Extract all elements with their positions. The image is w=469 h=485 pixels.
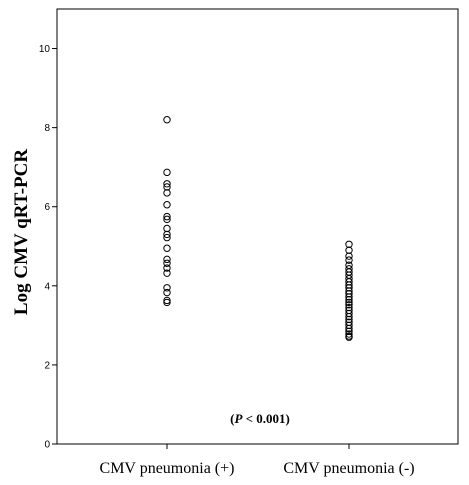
y-tick-label: 10 [39,44,51,55]
data-point [163,212,171,221]
data-point [345,333,353,341]
data-point [163,189,171,197]
data-point [163,288,171,297]
data-point [345,252,353,260]
data-point [345,301,353,309]
plot-frame [56,8,459,445]
y-tick-label: 6 [44,202,50,213]
y-axis-label: Log CMV qRT-PCR [11,149,32,315]
data-point [345,256,353,264]
data-point [345,312,353,321]
x-category-label: CMV pneumonia (-) [283,460,414,477]
data-points [163,116,353,341]
data-point [345,330,353,338]
data-point [163,284,171,292]
y-tick-label: 8 [44,123,50,134]
data-point [163,259,171,267]
data-point [163,230,171,239]
data-point [163,201,171,209]
data-point [163,215,171,224]
x-category-label: CMV pneumonia (+) [100,460,235,477]
x-axis-ticks: CMV pneumonia (+) CMV pneumonia (-) [100,444,415,477]
y-tick-label: 0 [44,440,50,451]
data-point [345,293,353,301]
data-point [163,255,171,264]
data-point [345,298,353,307]
data-point [345,324,353,333]
data-point [163,180,171,188]
axes [56,8,459,445]
y-tick-label: 2 [44,360,50,371]
data-point [163,168,171,177]
data-point [163,264,171,272]
data-point [163,298,171,307]
y-axis-ticks: 0 2 4 6 8 10 [39,44,57,451]
y-tick-label: 4 [44,281,50,292]
p-value-annotation: (P < 0.001) [230,411,290,426]
data-point [163,116,171,124]
data-point [163,269,171,277]
data-point [163,244,171,252]
data-point [345,295,353,304]
data-point [163,296,171,305]
data-point [163,233,171,242]
